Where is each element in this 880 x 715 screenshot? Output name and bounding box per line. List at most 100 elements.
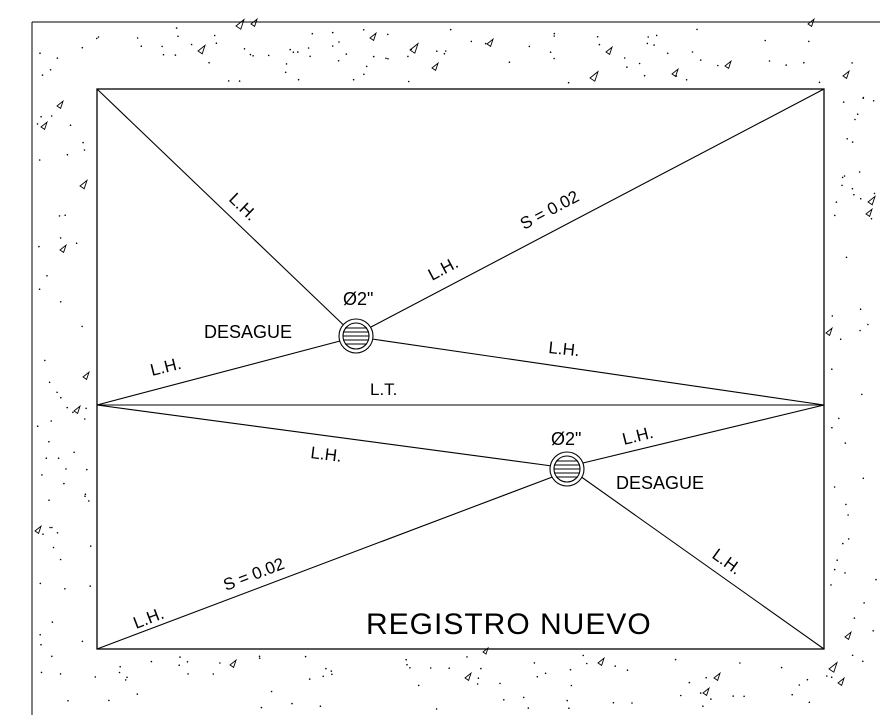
aggregate-dot [56,532,59,534]
aggregate-dot [119,665,121,668]
aggregate-dot [73,451,75,454]
aggregate-dot [862,97,864,99]
aggregate-dot [859,329,861,332]
aggregate-dot [570,684,573,687]
aggregate-dot [553,35,555,37]
aggregate-dot [685,79,688,81]
aggregate-dot [841,176,844,179]
aggregate-dot [49,69,52,71]
aggregate-mark [702,686,710,697]
aggregate-dot [710,698,712,700]
aggregate-dot [743,695,745,698]
aggregate-dot [81,640,84,643]
floor-drain-icon [338,318,374,354]
aggregate-dot [39,52,41,54]
aggregate-mark [464,671,472,682]
aggregate-dot [213,34,216,37]
aggregate-dot [385,57,387,60]
label-drain-size-2: Ø2" [551,429,581,449]
aggregate-dot [89,585,91,587]
aggregate-dot [484,42,487,45]
aggregate-mark [828,661,838,673]
aggregate-dot [410,48,413,51]
aggregate-dot [842,542,844,545]
aggregate-dot [304,655,307,658]
aggregate-dot [409,667,411,669]
aggregate-dot [36,425,39,428]
aggregate-dot [835,201,838,203]
aggregate-dot [46,275,48,277]
aggregate-dot [365,65,368,68]
aggregate-dot [851,187,854,190]
aggregate-dot [81,325,83,328]
valley-line-bl [96,475,556,650]
aggregate-dot [553,32,556,35]
aggregate-dot [844,442,847,444]
aggregate-mark [486,37,494,48]
aggregate-mark [605,45,613,56]
aggregate-dot [307,47,310,49]
aggregate-dot [503,699,505,701]
aggregate-mark [369,31,377,42]
aggregate-dot [838,417,840,420]
aggregate-dot [846,138,848,140]
aggregate-dot [64,588,66,590]
aggregate-dot [717,64,719,67]
aggregate-dot [612,701,615,704]
aggregate-dot [853,193,855,196]
concrete-aggregate-hatch [34,17,877,710]
aggregate-dot [856,113,859,115]
aggregate-dot [831,368,833,371]
aggregate-dot [372,55,375,58]
aggregate-dot [567,81,570,84]
aggregate-dot [470,40,473,43]
aggregate-dot [843,175,846,177]
aggregate-dot [238,80,241,82]
aggregate-dot [544,672,547,675]
aggregate-dot [851,141,854,143]
aggregate-dot [854,118,856,121]
label-lt: L.T. [370,380,397,399]
aggregate-dot [785,64,787,66]
aggregate-dot [50,420,52,422]
aggregate-dot [309,55,311,58]
aggregate-dot [69,124,72,126]
label-drain-size-1: Ø2" [343,289,373,309]
aggregate-dot [444,50,447,52]
aggregate-dot [836,559,838,561]
aggregate-dot [476,683,479,685]
aggregate-dot [84,495,86,498]
aggregate-dot [638,62,641,65]
aggregate-dot [435,708,438,710]
aggregate-dot [705,676,707,679]
aggregate-dot [405,658,408,661]
aggregate-dot [808,701,811,704]
aggregate-dot [48,440,50,443]
aggregate-dot [626,66,628,68]
floor-drain-icon [549,451,585,487]
aggregate-dot [387,58,389,60]
aggregate-dot [553,57,555,60]
aggregate-dot [308,678,311,680]
aggregate-dot [258,655,261,658]
aggregate-dot [847,538,850,540]
aggregate-dot [862,477,865,480]
aggregate-dot [177,35,179,38]
valley-line-ml [96,340,341,406]
aggregate-dot [448,667,451,669]
aggregate-dot [57,457,60,460]
aggregate-dot [66,406,68,409]
aggregate-dot [845,256,848,259]
label-slope-top: S = 0.02 [517,187,582,234]
aggregate-dot [252,55,254,57]
aggregate-dot [284,71,287,74]
aggregate-dot [89,545,92,547]
aggregate-mark [844,630,852,641]
aggregate-dot [51,621,54,623]
aggregate-dot [841,184,843,187]
aggregate-dot [59,558,62,561]
aggregate-dot [67,700,69,702]
aggregate-dot [508,61,511,63]
label-drain-1: DESAGUE [204,322,292,342]
aggregate-dot [499,682,501,685]
